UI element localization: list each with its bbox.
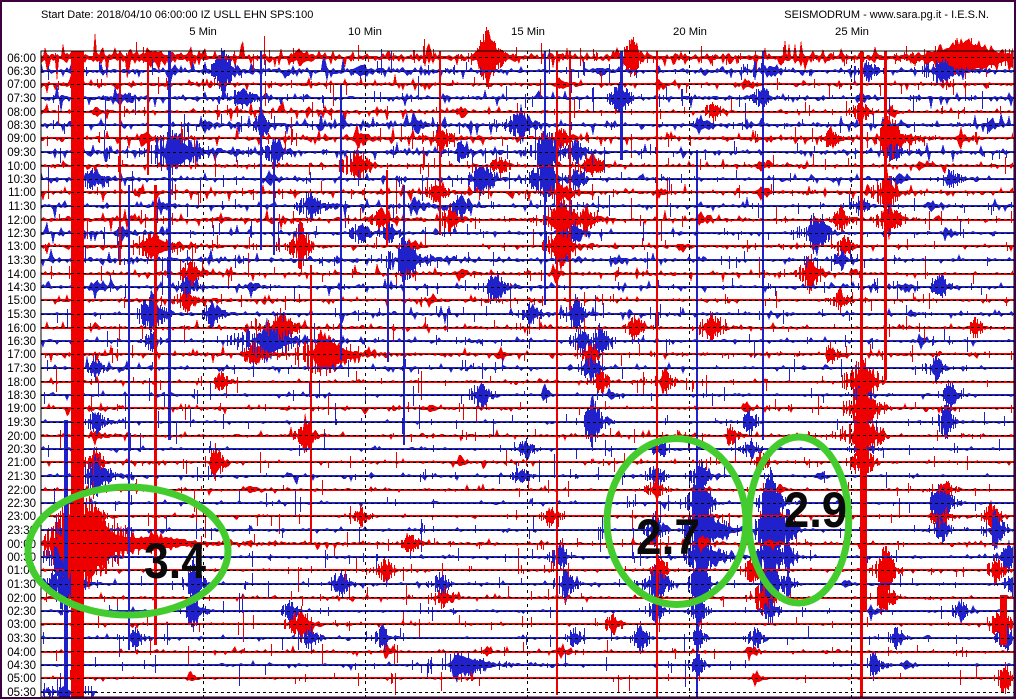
svg-text:15:30: 15:30 <box>7 309 36 321</box>
svg-text:08:00: 08:00 <box>7 107 36 119</box>
svg-text:06:00: 06:00 <box>7 53 36 65</box>
svg-text:20 Min: 20 Min <box>673 26 707 38</box>
svg-text:20:30: 20:30 <box>7 444 36 456</box>
svg-text:13:00: 13:00 <box>7 241 36 253</box>
svg-text:3.4: 3.4 <box>144 533 206 589</box>
svg-text:22:30: 22:30 <box>7 498 36 510</box>
svg-text:12:30: 12:30 <box>7 228 36 240</box>
svg-text:22:00: 22:00 <box>7 485 36 497</box>
svg-text:01:30: 01:30 <box>7 579 36 591</box>
svg-text:10:30: 10:30 <box>7 174 36 186</box>
svg-text:04:30: 04:30 <box>7 660 36 672</box>
svg-text:14:00: 14:00 <box>7 269 36 281</box>
svg-text:17:00: 17:00 <box>7 349 36 361</box>
svg-text:21:00: 21:00 <box>7 457 36 469</box>
svg-text:12:00: 12:00 <box>7 215 36 227</box>
svg-text:09:00: 09:00 <box>7 133 36 145</box>
svg-text:2.9: 2.9 <box>784 482 847 538</box>
svg-text:05:00: 05:00 <box>7 673 36 685</box>
svg-text:18:00: 18:00 <box>7 377 36 389</box>
svg-text:03:30: 03:30 <box>7 633 36 645</box>
svg-text:18:30: 18:30 <box>7 390 36 402</box>
svg-text:Start Date: 2018/04/10 06:00:0: Start Date: 2018/04/10 06:00:00 IZ USLL … <box>41 9 313 21</box>
svg-text:02:00: 02:00 <box>7 593 36 605</box>
svg-text:15 Min: 15 Min <box>511 26 545 38</box>
svg-text:15:00: 15:00 <box>7 295 36 307</box>
svg-text:5 Min: 5 Min <box>189 26 217 38</box>
svg-text:19:00: 19:00 <box>7 403 36 415</box>
svg-text:07:00: 07:00 <box>7 79 36 91</box>
svg-text:11:30: 11:30 <box>8 201 36 213</box>
svg-text:23:00: 23:00 <box>7 511 36 523</box>
svg-text:13:30: 13:30 <box>7 255 36 267</box>
svg-text:04:00: 04:00 <box>7 647 36 659</box>
svg-text:21:30: 21:30 <box>7 471 36 483</box>
svg-text:08:30: 08:30 <box>7 120 36 132</box>
svg-text:2.7: 2.7 <box>636 509 700 565</box>
svg-text:10 Min: 10 Min <box>348 26 382 38</box>
svg-text:03:00: 03:00 <box>7 619 36 631</box>
svg-text:SEISMODRUM - www.sara.pg.it -: SEISMODRUM - www.sara.pg.it - I.E.S.N. <box>784 9 989 21</box>
svg-text:11:00: 11:00 <box>8 187 36 199</box>
svg-text:20:00: 20:00 <box>7 431 36 443</box>
svg-text:19:30: 19:30 <box>7 417 36 429</box>
svg-text:05:30: 05:30 <box>7 687 36 699</box>
svg-text:02:30: 02:30 <box>7 606 36 618</box>
svg-text:14:30: 14:30 <box>7 282 36 294</box>
svg-text:07:30: 07:30 <box>7 93 36 105</box>
svg-text:25 Min: 25 Min <box>835 26 869 38</box>
svg-text:09:30: 09:30 <box>7 147 36 159</box>
svg-text:16:00: 16:00 <box>7 323 36 335</box>
svg-text:16:30: 16:30 <box>7 336 36 348</box>
svg-text:17:30: 17:30 <box>7 363 36 375</box>
svg-text:06:30: 06:30 <box>7 66 36 78</box>
svg-text:10:00: 10:00 <box>7 161 36 173</box>
